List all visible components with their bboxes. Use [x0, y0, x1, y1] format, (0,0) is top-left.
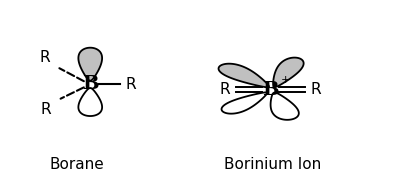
Polygon shape — [273, 58, 304, 87]
Text: R: R — [39, 50, 50, 65]
Text: B: B — [262, 81, 279, 99]
Text: R: R — [310, 82, 321, 97]
Text: R: R — [40, 102, 51, 117]
Text: Borane: Borane — [49, 157, 104, 172]
Polygon shape — [270, 93, 299, 120]
Text: +: + — [280, 75, 290, 85]
Text: R: R — [126, 77, 136, 92]
Polygon shape — [222, 92, 267, 114]
Text: Borinium Ion: Borinium Ion — [224, 157, 321, 172]
Text: R: R — [220, 82, 230, 97]
Polygon shape — [218, 64, 269, 87]
Text: B: B — [82, 75, 98, 93]
Polygon shape — [78, 48, 102, 81]
Polygon shape — [78, 88, 102, 116]
